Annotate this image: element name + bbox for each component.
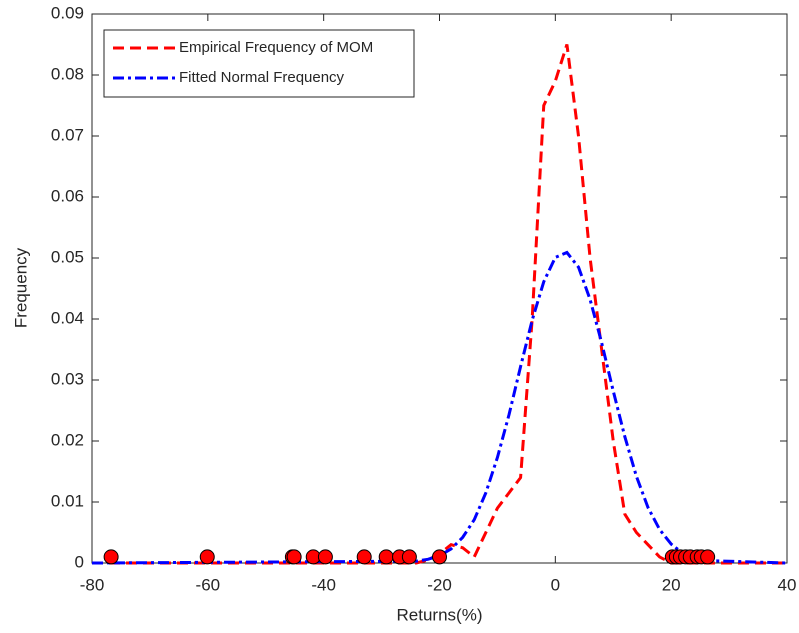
point	[700, 549, 716, 565]
y-tick-label: 0.09	[51, 3, 84, 22]
y-tick-label: 0.03	[51, 369, 84, 388]
point	[317, 549, 333, 565]
point	[401, 549, 417, 565]
y-tick-label: 0.06	[51, 186, 84, 205]
y-tick-label: 0.02	[51, 430, 84, 449]
plot-area	[91, 13, 788, 564]
x-tick-label: -60	[196, 575, 221, 594]
x-tick-label: 0	[551, 575, 560, 594]
y-tick-label: 0.07	[51, 125, 84, 144]
y-tick-label: 0.08	[51, 64, 84, 83]
x-tick-label: -80	[80, 575, 105, 594]
y-axis-label: Frequency	[11, 247, 30, 328]
y-tick-label: 0.01	[51, 491, 84, 510]
point	[432, 549, 447, 565]
point	[356, 549, 372, 565]
y-tick-label: 0.04	[51, 308, 84, 327]
x-tick-label: -20	[427, 575, 452, 594]
x-tick-label: 40	[778, 575, 797, 594]
x-tick-label: -40	[311, 575, 336, 594]
legend-box	[103, 29, 415, 98]
point	[286, 549, 302, 565]
y-tick-label: 0.05	[51, 247, 84, 266]
line	[92, 44, 787, 565]
legend-label: Fitted Normal Frequency	[179, 69, 345, 86]
x-axis-label: Returns(%)	[397, 605, 483, 624]
point	[103, 549, 119, 565]
x-tick-label: 20	[662, 575, 681, 594]
line	[91, 250, 788, 565]
legend-label: Empirical Frequency of MOM	[179, 39, 373, 56]
point	[378, 549, 394, 565]
point	[199, 549, 215, 565]
y-tick-label: 0	[75, 552, 84, 571]
